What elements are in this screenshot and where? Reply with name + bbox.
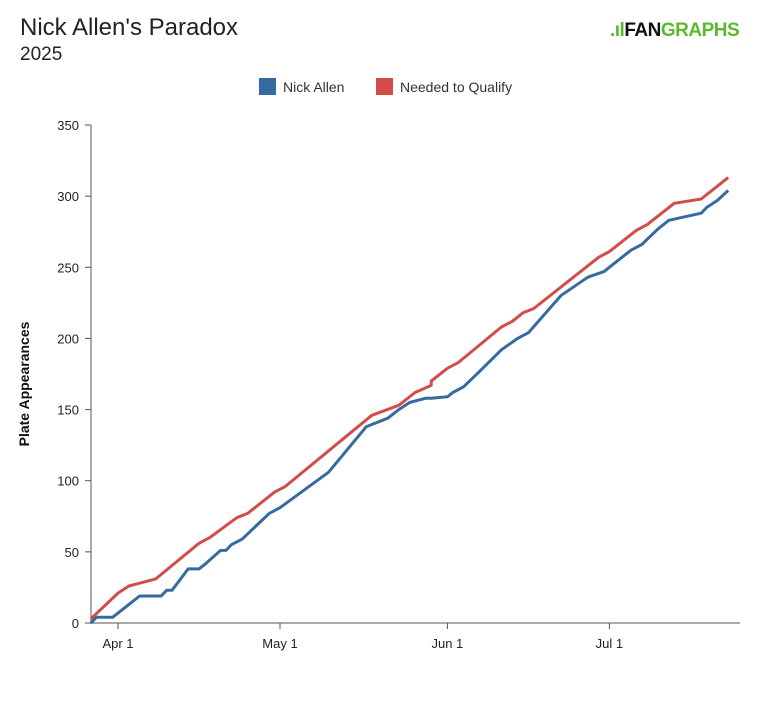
chart-subtitle: 2025 <box>20 44 63 65</box>
x-tick-label: Apr 1 <box>102 636 133 651</box>
legend-swatch <box>376 78 393 95</box>
legend-swatch <box>259 78 276 95</box>
y-axis-label: Plate Appearances <box>16 321 32 446</box>
series-line-nick-allen <box>89 189 730 625</box>
legend-label: Needed to Qualify <box>400 79 512 95</box>
batter-icon: .ıl <box>610 20 625 41</box>
series-line-needed-to-qualify <box>89 176 730 620</box>
y-tick-label: 100 <box>57 474 79 489</box>
y-tick-label: 200 <box>57 331 79 346</box>
y-tick-label: 50 <box>65 545 79 560</box>
x-tick-label: Jun 1 <box>431 636 463 651</box>
fangraphs-logo: .ılFANGRAPHS <box>610 20 740 41</box>
y-tick-label: 350 <box>57 118 79 133</box>
y-tick-label: 250 <box>57 260 79 275</box>
chart-title: Nick Allen's Paradox <box>20 14 239 41</box>
y-tick-label: 0 <box>72 616 79 631</box>
x-tick-label: Jul 1 <box>596 636 623 651</box>
x-tick-label: May 1 <box>262 636 297 651</box>
y-tick-label: 150 <box>57 403 79 418</box>
legend-label: Nick Allen <box>283 79 344 95</box>
y-tick-label: 300 <box>57 189 79 204</box>
